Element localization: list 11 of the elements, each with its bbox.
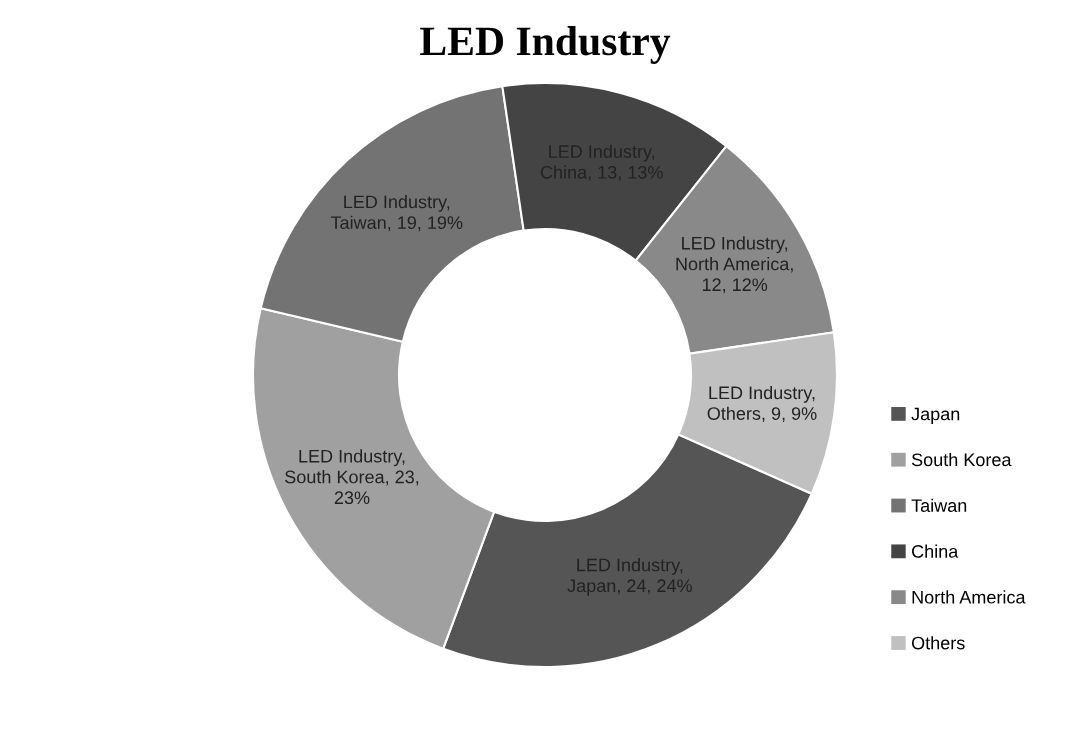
chart-title: LED Industry (420, 26, 671, 64)
data-label: LED Industry, North America, 12, 12% (676, 236, 793, 294)
legend-label: South Korea (911, 452, 1012, 467)
legend-label: Others (911, 636, 965, 650)
legend-label: Japan (911, 407, 960, 424)
legend-label: North America (912, 590, 1026, 604)
data-label: LED Industry, Others, 9, 9% (707, 385, 817, 423)
data-label: LED Industry, South Korea, 23, 23% (285, 449, 419, 505)
data-label: LED Industry, Taiwan, 19, 19% (330, 195, 463, 232)
legend-label: Taiwan (911, 498, 967, 512)
legend-label: China (912, 544, 959, 558)
